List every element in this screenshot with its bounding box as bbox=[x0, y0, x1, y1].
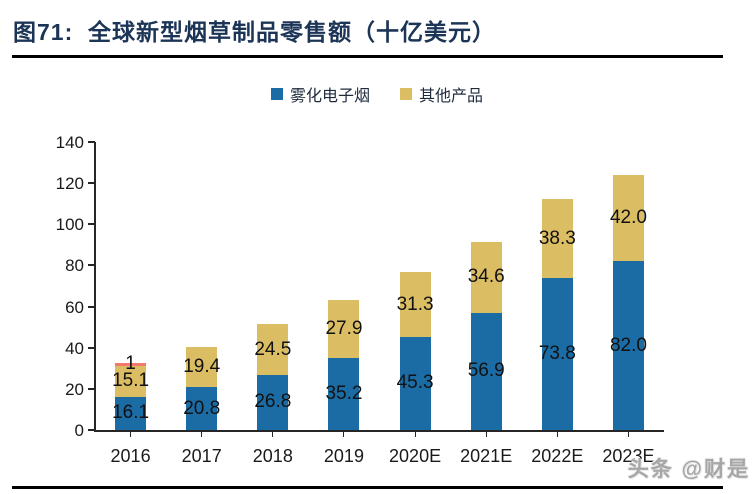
x-axis-tick bbox=[556, 432, 558, 437]
bar-value-label: 26.8 bbox=[254, 391, 292, 413]
chart-legend: 雾化电子烟 其他产品 bbox=[0, 82, 754, 106]
x-axis-tick-label: 2022E bbox=[531, 446, 584, 466]
y-axis-tick bbox=[88, 346, 95, 349]
x-axis-tick bbox=[201, 432, 203, 437]
bar-value-label: 73.8 bbox=[538, 343, 576, 365]
bar-value-label: 16.1 bbox=[112, 402, 150, 424]
bar-value-label: 34.6 bbox=[467, 266, 505, 288]
bar-value-label: 31.3 bbox=[396, 293, 434, 315]
bar-value-label: 82.0 bbox=[609, 334, 647, 356]
legend-item: 雾化电子烟 bbox=[270, 82, 370, 106]
bar-segment-雾化电子烟 bbox=[115, 396, 147, 430]
bar-value-label: 15.1 bbox=[112, 370, 150, 392]
y-axis-tick-label: 40 bbox=[65, 338, 84, 358]
legend-item: 其他产品 bbox=[400, 82, 483, 106]
y-axis-tick-label: 20 bbox=[65, 379, 84, 399]
bar-value-label: 56.9 bbox=[467, 360, 505, 382]
bar-segment-其他产品 bbox=[612, 174, 644, 262]
y-axis-tick-label: 100 bbox=[55, 215, 84, 235]
y-axis-line bbox=[94, 142, 96, 432]
bar-value-label: 20.8 bbox=[183, 397, 221, 419]
x-axis-tick-label: 2019 bbox=[323, 446, 364, 466]
legend-swatch-icon bbox=[400, 88, 412, 100]
title-underline bbox=[12, 55, 723, 58]
x-axis-tick-label: 2017 bbox=[181, 446, 222, 466]
x-axis-line bbox=[94, 430, 664, 432]
bar-segment-其他产品 bbox=[257, 324, 289, 375]
bar-segment-extra bbox=[115, 362, 147, 366]
y-axis-tick bbox=[88, 141, 95, 143]
bar-segment-其他产品 bbox=[115, 365, 147, 397]
y-axis-tick bbox=[88, 264, 95, 267]
bar-segment-雾化电子烟 bbox=[470, 312, 502, 430]
x-axis-tick-label: 2021E bbox=[460, 446, 513, 466]
y-axis-tick bbox=[88, 429, 95, 431]
bar-value-label: 45.3 bbox=[396, 372, 434, 394]
y-axis-tick bbox=[88, 305, 95, 308]
bar-segment-其他产品 bbox=[186, 347, 218, 388]
bar-segment-其他产品 bbox=[541, 199, 573, 279]
x-axis-tick bbox=[627, 432, 629, 437]
y-axis-tick-label: 140 bbox=[55, 133, 84, 152]
x-axis-tick-label: 2023E bbox=[602, 446, 655, 466]
legend-label: 雾化电子烟 bbox=[289, 88, 370, 105]
x-axis-tick bbox=[485, 432, 487, 437]
bar-segment-雾化电子烟 bbox=[328, 357, 360, 430]
bar-segment-其他产品 bbox=[470, 241, 502, 313]
y-axis-tick-label: 80 bbox=[65, 256, 84, 276]
x-axis-tick bbox=[272, 432, 274, 437]
y-axis-tick bbox=[88, 387, 95, 390]
bar-value-label: 42.0 bbox=[609, 207, 647, 229]
bar-value-label: 24.5 bbox=[254, 338, 292, 360]
bar-segment-雾化电子烟 bbox=[399, 336, 431, 430]
bar-value-label: 35.2 bbox=[325, 382, 363, 404]
legend-swatch-icon bbox=[270, 88, 283, 100]
x-axis-tick-label: 2020E bbox=[389, 446, 442, 466]
x-axis-tick-label: 2016 bbox=[110, 446, 151, 466]
x-axis-tick-label: 2018 bbox=[252, 446, 293, 466]
x-axis-tick bbox=[343, 432, 345, 437]
figure-title: 图71: 全球新型烟草制品零售额（十亿美元） bbox=[13, 19, 497, 45]
bar-segment-雾化电子烟 bbox=[612, 261, 644, 430]
bar-value-label: 27.9 bbox=[325, 317, 363, 339]
bar-value-label: 19.4 bbox=[183, 356, 221, 378]
bar-value-label: 38.3 bbox=[538, 227, 576, 249]
y-axis-tick bbox=[88, 182, 95, 185]
bar-segment-其他产品 bbox=[328, 300, 360, 358]
bar-segment-雾化电子烟 bbox=[186, 387, 218, 430]
bar-segment-雾化电子烟 bbox=[541, 278, 573, 430]
bar-segment-其他产品 bbox=[399, 272, 431, 337]
x-axis-tick bbox=[414, 432, 416, 437]
y-axis-tick-label: 0 bbox=[74, 421, 84, 440]
legend-label: 其他产品 bbox=[419, 88, 484, 105]
y-axis-tick bbox=[88, 223, 95, 226]
bottom-border-line bbox=[12, 486, 723, 489]
watermark: 头条 @财是 bbox=[627, 458, 750, 481]
y-axis-tick-label: 120 bbox=[55, 174, 84, 194]
x-axis-tick bbox=[130, 432, 132, 437]
bar-value-label: 1 bbox=[125, 353, 136, 375]
y-axis-tick-label: 60 bbox=[65, 297, 84, 317]
bar-segment-雾化电子烟 bbox=[257, 374, 289, 430]
